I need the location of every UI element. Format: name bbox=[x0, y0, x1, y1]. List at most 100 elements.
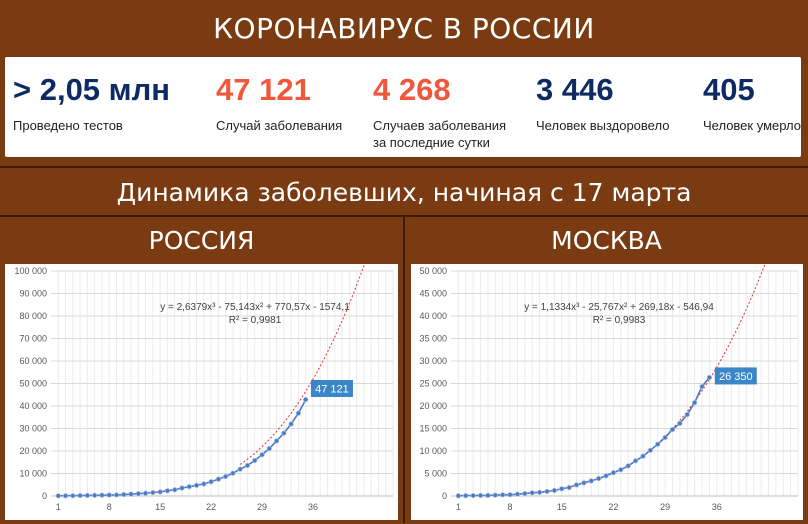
moscow-data-point bbox=[625, 463, 631, 469]
stat-cases-label: Случай заболевания bbox=[216, 117, 342, 134]
russia-data-point bbox=[150, 489, 156, 496]
moscow-x-tick-label: 8 bbox=[508, 502, 513, 512]
russia-data-point bbox=[266, 445, 272, 452]
russia-data-point bbox=[259, 452, 265, 458]
chart-russia-container: 0 10 000 20 000 30 000 40 000 50 000 60 000 70 … bbox=[5, 175, 398, 520]
moscow-data-point bbox=[618, 467, 624, 473]
moscow-data-point bbox=[470, 492, 476, 499]
moscow-data-point bbox=[536, 489, 543, 495]
moscow-trend-equation: y = 1,1334x³ - 25,767x² + 269,18x - 546,… bbox=[524, 302, 714, 313]
russia-data-point bbox=[92, 492, 98, 498]
moscow-data-point bbox=[596, 475, 602, 482]
stat-cases-value: 47 121 bbox=[216, 72, 311, 107]
moscow-data-point bbox=[559, 486, 565, 492]
russia-data-point bbox=[288, 421, 294, 427]
russia-data-point bbox=[273, 438, 280, 444]
moscow-data-point bbox=[566, 484, 572, 491]
moscow-data-point bbox=[647, 447, 653, 453]
russia-data-point bbox=[208, 479, 214, 485]
moscow-trend-r2: R² = 0,9983 bbox=[593, 315, 646, 326]
russia-y-tick-label: 40 000 bbox=[19, 401, 47, 411]
russia-data-point bbox=[303, 396, 309, 403]
stat-daily: 4 268 Случаев заболевания за последние с… bbox=[373, 71, 506, 151]
moscow-x-tick-label: 36 bbox=[712, 502, 722, 512]
moscow-data-point bbox=[463, 493, 469, 499]
russia-y-tick-label: 50 000 bbox=[19, 379, 47, 389]
moscow-data-point bbox=[603, 473, 609, 479]
moscow-data-point bbox=[684, 411, 690, 418]
russia-y-tick-label: 60 000 bbox=[19, 356, 47, 366]
russia-x-tick-label: 22 bbox=[206, 502, 216, 512]
moscow-y-tick-label: 20 000 bbox=[419, 401, 447, 411]
divider bbox=[0, 166, 808, 168]
russia-y-tick-label: 30 000 bbox=[19, 424, 47, 434]
moscow-data-point bbox=[507, 492, 513, 498]
moscow-data-point bbox=[485, 492, 491, 498]
russia-data-point bbox=[295, 410, 302, 416]
russia-data-point bbox=[244, 462, 251, 469]
russia-x-tick-label: 36 bbox=[308, 502, 318, 512]
moscow-y-tick-label: 50 000 bbox=[419, 266, 447, 276]
stat-daily-label-line-2: за последние сутки bbox=[373, 135, 490, 150]
moscow-data-point bbox=[640, 453, 646, 459]
moscow-data-point bbox=[455, 493, 461, 499]
russia-y-tick-label: 100 000 bbox=[14, 266, 47, 276]
moscow-data-point bbox=[551, 487, 557, 494]
stat-tests: > 2,05 млн Проведено тестов bbox=[13, 71, 170, 134]
moscow-data-point bbox=[573, 482, 580, 488]
russia-data-point bbox=[172, 487, 178, 493]
page-title: КОРОНАВИРУС В РОССИИ bbox=[213, 11, 595, 45]
stat-deaths-label: Человек умерло bbox=[703, 117, 801, 134]
stat-recovered-value: 3 446 bbox=[536, 72, 614, 107]
moscow-data-point bbox=[500, 492, 506, 498]
russia-data-point bbox=[281, 430, 287, 436]
russia-data-point bbox=[77, 492, 83, 499]
moscow-y-tick-label: 0 bbox=[442, 491, 447, 501]
russia-data-point bbox=[237, 466, 243, 472]
russia-x-tick-label: 1 bbox=[56, 502, 61, 512]
russia-trendline bbox=[239, 175, 394, 465]
moscow-data-point bbox=[677, 420, 683, 426]
moscow-y-tick-label: 25 000 bbox=[419, 379, 447, 389]
stat-tests-label-line: Проведено тестов bbox=[13, 118, 123, 133]
moscow-data-point bbox=[514, 491, 521, 497]
moscow-callout-label: 26 350 bbox=[719, 371, 753, 383]
stat-cases: 47 121 Случай заболевания bbox=[216, 71, 342, 134]
russia-data-point bbox=[99, 492, 105, 498]
russia-data-point bbox=[84, 492, 90, 499]
stat-recovered: 3 446 Человек выздоровело bbox=[536, 71, 669, 134]
stat-tests-label: Проведено тестов bbox=[13, 117, 170, 134]
russia-y-tick-label: 90 000 bbox=[19, 289, 47, 299]
moscow-x-tick-label: 22 bbox=[608, 502, 618, 512]
stat-deaths-value: 405 bbox=[703, 72, 755, 107]
divider bbox=[403, 216, 405, 523]
russia-trend-r2: R² = 0,9981 bbox=[229, 315, 282, 326]
russia-data-point bbox=[135, 491, 141, 497]
russia-x-tick-label: 29 bbox=[257, 502, 267, 512]
region-title-moscow: МОСКВА bbox=[551, 225, 662, 255]
russia-data-point bbox=[128, 491, 134, 497]
stat-daily-label: Случаев заболевания за последние сутки bbox=[373, 117, 506, 151]
russia-data-point bbox=[193, 482, 200, 488]
russia-data-point bbox=[142, 490, 149, 496]
stat-tests-value: > 2,05 млн bbox=[13, 72, 171, 107]
russia-data-point bbox=[223, 473, 229, 480]
moscow-data-point bbox=[692, 400, 698, 406]
stat-deaths: 405 Человек умерло bbox=[703, 71, 801, 134]
moscow-data-point bbox=[699, 383, 705, 390]
moscow-x-tick-label: 15 bbox=[557, 502, 567, 512]
moscow-data-point bbox=[706, 374, 713, 381]
chart-moscow-container: 0 5 000 10 000 15 000 20 000 25 000 30 000 35 0… bbox=[411, 167, 803, 520]
russia-data-point bbox=[164, 488, 171, 494]
stat-recovered-label-line: Человек выздоровело bbox=[536, 118, 670, 133]
moscow-data-point bbox=[544, 488, 550, 495]
russia-data-point bbox=[252, 457, 258, 464]
stat-recovered-label: Человек выздоровело bbox=[536, 117, 669, 134]
moscow-x-tick-label: 1 bbox=[456, 502, 461, 512]
russia-y-tick-label: 20 000 bbox=[19, 446, 47, 456]
moscow-callout-box bbox=[714, 367, 757, 385]
russia-data-point bbox=[215, 476, 221, 482]
russia-callout-box bbox=[310, 379, 353, 397]
russia-y-tick-label: 10 000 bbox=[19, 469, 47, 479]
russia-data-point bbox=[121, 491, 127, 498]
